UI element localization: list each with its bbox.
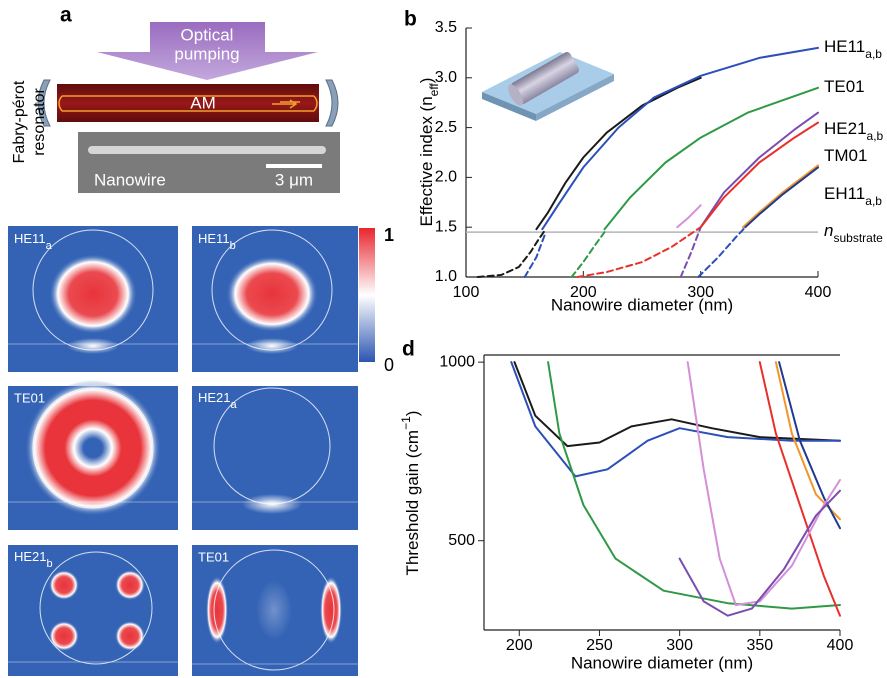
series-name: EH11 [824, 184, 865, 203]
field-spot [206, 576, 228, 644]
pump-label: Optical [181, 25, 234, 44]
series-line [760, 362, 840, 616]
y-axis-label-sup: −1 [399, 416, 413, 430]
series-line [698, 227, 745, 277]
series-line [478, 229, 546, 277]
y-tick-label: 1.0 [435, 268, 457, 285]
x-axis-label: Nanowire diameter (nm) [551, 295, 733, 314]
series-line [745, 167, 818, 227]
mode-sub: b [47, 558, 53, 570]
y-axis-label: Threshold gain (cm−1) [399, 411, 422, 576]
scale-label: 3 μm [275, 170, 313, 189]
nanowire [88, 146, 326, 154]
series-line [525, 232, 546, 277]
y-axis-label-text: Effective index (n [417, 96, 436, 226]
colorbar-label: 1 [384, 225, 394, 245]
reference-label: nsubstrate [824, 222, 883, 246]
x-tick-label: 350 [746, 637, 773, 654]
series-label: TM01 [824, 146, 867, 165]
y-tick-label: 1000 [439, 353, 475, 370]
image-label: Nanowire [94, 170, 166, 189]
resonator-label: Fabry-pérot [11, 80, 28, 163]
series-label: EH11a,b [824, 184, 882, 208]
series-line [677, 205, 701, 227]
reference-label-text: n [824, 222, 833, 241]
x-tick-label: 250 [586, 637, 613, 654]
field-glow [246, 338, 298, 354]
series-name-sub: a,b [865, 47, 882, 61]
field-spot [49, 621, 79, 651]
x-axis-label: Nanowire diameter (nm) [571, 653, 753, 672]
series-label: TE01 [824, 77, 865, 96]
gain-label: AM [190, 93, 216, 112]
mode-label: TE01 [14, 390, 45, 405]
series-line [779, 362, 840, 528]
field-spot [115, 621, 145, 651]
y-tick-label: 3.5 [435, 19, 457, 36]
series-name-sub: a,b [865, 194, 882, 208]
series-name: TE01 [824, 77, 865, 96]
mode-name: HE11 [14, 231, 46, 246]
field-ring [25, 380, 161, 516]
pump-label: pumping [174, 44, 239, 63]
series-label: HE11a,b [824, 37, 882, 61]
series-line [572, 232, 605, 277]
x-tick-label: 200 [506, 637, 533, 654]
series-line [701, 113, 818, 228]
series-line [578, 227, 701, 277]
field-spot [49, 254, 137, 334]
series-name: HE11 [824, 37, 865, 56]
field-spot [320, 576, 342, 644]
figure: a b c d Optical pumping AM Nanowire 3 μm… [0, 0, 887, 678]
y-tick-label: 500 [448, 532, 475, 549]
y-tick-label: 2.0 [435, 169, 457, 186]
y-axis-label-end: ) [403, 411, 422, 417]
scale-bar [266, 164, 322, 168]
mirror [326, 80, 338, 126]
mode-name: HE11 [198, 231, 230, 246]
x-tick-label: 400 [827, 637, 854, 654]
colorbar [359, 228, 375, 362]
field-glow [256, 580, 292, 640]
chart: 500 1000 200 250 300 350 400 Nanowire diameter … [399, 353, 853, 672]
y-axis-label-sub: eff [427, 83, 441, 97]
field-spot [49, 570, 79, 600]
resonator-label: resonator [31, 88, 48, 156]
field-spot [226, 256, 318, 332]
panel-label: a [60, 4, 72, 27]
x-tick-label: 100 [453, 284, 480, 301]
mode-sub: b [230, 240, 236, 252]
panel-label: b [404, 8, 417, 31]
y-axis-label-text: Threshold gain (cm [403, 430, 422, 576]
mode-maps [8, 226, 358, 676]
series-name-sub: a,b [867, 129, 884, 143]
x-tick-label: 300 [666, 637, 693, 654]
field-glow [67, 338, 119, 354]
colorbar-label: 0 [384, 355, 394, 375]
gain-medium [57, 84, 319, 122]
series-label: HE21a,b [824, 119, 884, 143]
mode-name: HE21 [198, 390, 231, 405]
y-axis-label: Effective index (neff) [417, 78, 441, 227]
y-tick-label: 2.5 [435, 119, 457, 136]
y-axis-label-end: ) [417, 78, 436, 84]
y-tick-label: 1.5 [435, 218, 457, 235]
series-name: TM01 [824, 146, 867, 165]
x-tick-label: 400 [805, 284, 832, 301]
mode-name: HE21 [14, 549, 47, 564]
panel-label: d [402, 338, 415, 361]
map-cell [8, 545, 178, 676]
reference-label-sub: substrate [833, 231, 883, 245]
mode-label: TE01 [198, 549, 229, 564]
mode-sub: a [46, 240, 53, 252]
series-name: HE21 [824, 119, 867, 138]
mode-sub: a [231, 399, 238, 411]
